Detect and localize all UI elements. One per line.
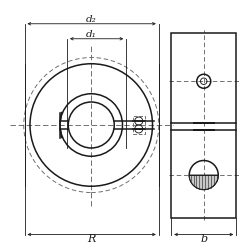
Text: R: R — [87, 234, 96, 244]
Bar — [171, 32, 236, 218]
Text: b: b — [200, 234, 207, 244]
Text: d₁: d₁ — [86, 30, 97, 39]
Bar — [133, 116, 145, 134]
Wedge shape — [189, 175, 218, 190]
Text: d₂: d₂ — [86, 15, 97, 24]
